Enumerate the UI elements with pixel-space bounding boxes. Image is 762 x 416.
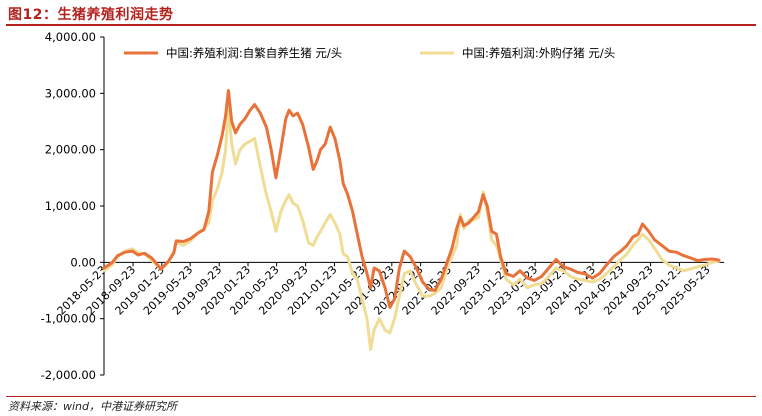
y-tick-label: 2,000.00 — [45, 143, 96, 157]
legend-label-1: 中国:养殖利润:自繁自养生猪 元/头 — [166, 46, 342, 60]
chart-legend: 中国:养殖利润:自繁自养生猪 元/头 中国:养殖利润:外购仔猪 元/头 — [124, 46, 615, 60]
chart-series-layer — [102, 89, 721, 352]
series-line-1 — [102, 89, 721, 309]
title-rule — [6, 24, 756, 26]
source-rule — [6, 396, 756, 397]
y-tick-label: -1,000.00 — [41, 312, 96, 326]
legend-label-2: 中国:养殖利润:外购仔猪 元/头 — [462, 46, 615, 60]
source-note: 资料来源：wind，中港证券研究所 — [8, 400, 178, 413]
figure-title: 图12：生猪养殖利润走势 — [8, 7, 174, 23]
y-tick-label: 3,000.00 — [45, 86, 96, 100]
series-line-2 — [102, 105, 721, 352]
y-tick-label: 1,000.00 — [45, 199, 96, 213]
chart-axes: -2,000.00 -1,000.00 0.00 1,000.00 2,000.00 3,… — [41, 30, 724, 382]
y-tick-label: 0.00 — [70, 255, 96, 269]
y-tick-label: 4,000.00 — [45, 30, 96, 44]
y-tick-label: -2,000.00 — [41, 368, 96, 382]
